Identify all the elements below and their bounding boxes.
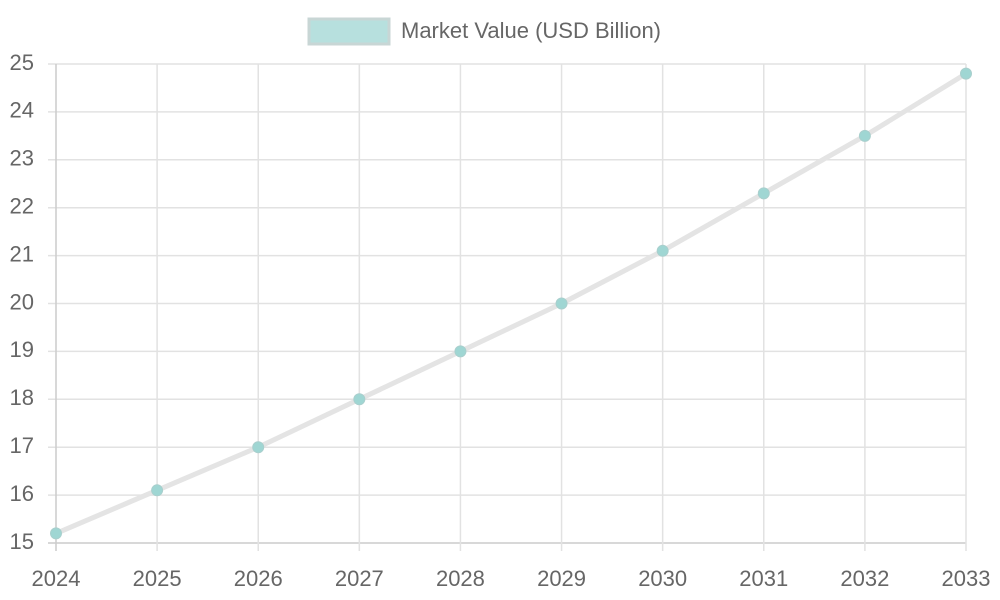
y-tick-label: 19	[10, 337, 34, 362]
x-tick-label: 2030	[638, 566, 687, 591]
x-tick-label: 2033	[942, 566, 991, 591]
data-point	[858, 129, 871, 142]
data-point	[50, 527, 62, 540]
x-tick-label: 2028	[436, 566, 485, 591]
x-tick-label: 2026	[234, 566, 283, 591]
data-point	[151, 484, 164, 497]
data-point	[454, 345, 467, 358]
data-point	[252, 441, 265, 454]
x-tick-label: 2024	[32, 566, 81, 591]
legend-swatch[interactable]	[307, 17, 391, 46]
y-tick-label: 22	[10, 194, 34, 219]
x-tick-label: 2027	[335, 566, 384, 591]
y-tick-label: 16	[10, 481, 34, 506]
x-tick-label: 2032	[840, 566, 889, 591]
legend-label[interactable]: Market Value (USD Billion)	[401, 18, 661, 43]
x-tick-label: 2025	[133, 566, 182, 591]
y-tick-label: 18	[10, 385, 34, 410]
x-tick-label: 2029	[537, 566, 586, 591]
data-point	[960, 67, 972, 80]
x-tick-label: 2031	[739, 566, 788, 591]
legend[interactable]: Market Value (USD Billion)	[307, 17, 661, 46]
series-line	[55, 71, 968, 536]
data-point	[757, 187, 770, 200]
y-tick-label: 25	[10, 50, 34, 75]
y-tick-label: 24	[10, 98, 34, 123]
y-tick-label: 17	[10, 433, 34, 458]
data-point	[656, 244, 669, 257]
y-tick-label: 23	[10, 146, 34, 171]
data-point	[555, 297, 568, 310]
data-point	[353, 393, 366, 406]
y-tick-label: 21	[10, 241, 34, 266]
y-tick-label: 20	[10, 289, 34, 314]
y-tick-label: 15	[10, 529, 34, 554]
